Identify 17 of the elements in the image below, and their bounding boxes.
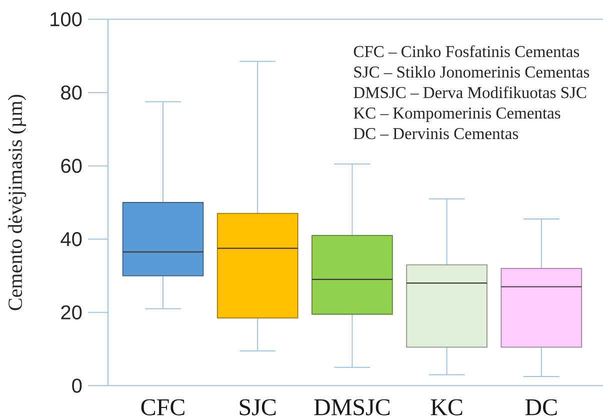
y-tick-label: 60 — [61, 158, 82, 173]
x-tick-label: SJC — [240, 399, 276, 416]
annotation: DMSJC – Derva Modifikuotas SJC — [354, 86, 586, 98]
x-tick-label: DMSJC — [314, 399, 390, 416]
annotation: SJC – Stiklo Jonomerinis Cementas — [354, 66, 590, 78]
annotation: DC – Dervinis Cementas — [354, 128, 518, 140]
x-tick-label: DC — [525, 399, 557, 416]
y-axis-title: Cemento dėvėjimasis (µm) — [8, 94, 26, 310]
annotation: CFC – Cinko Fosfatinis Cementas — [354, 45, 580, 58]
annotation: KC – Kompomerinis Cementas — [354, 108, 560, 122]
x-tick-label: CFC — [141, 399, 184, 416]
x-tick-label: KC — [430, 399, 462, 416]
y-tick-label: 80 — [61, 85, 82, 100]
y-tick-label: 0 — [72, 378, 82, 393]
y-tick-label: 40 — [60, 232, 82, 246]
y-tick-label: 20 — [61, 305, 82, 320]
y-tick-label: 100 — [50, 12, 82, 26]
